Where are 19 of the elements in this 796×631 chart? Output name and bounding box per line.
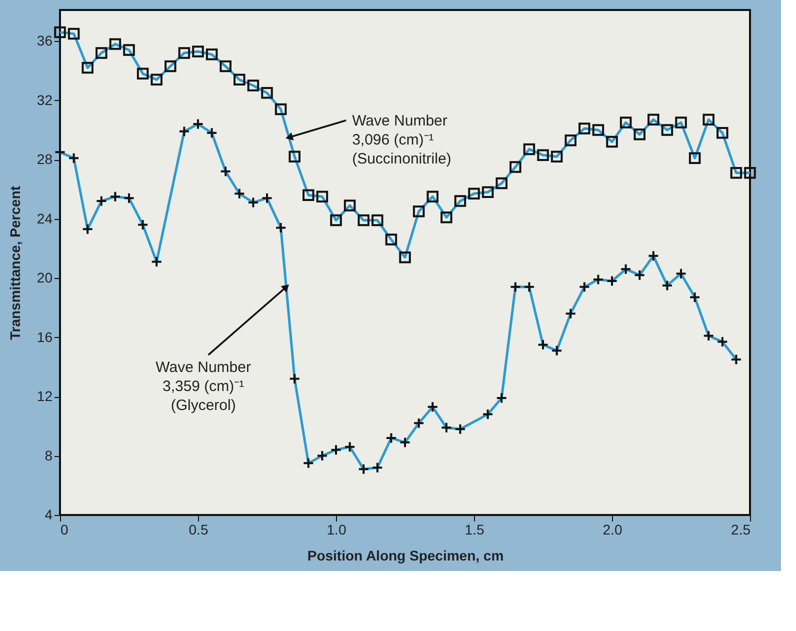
x-axis-title: Position Along Specimen, cm [307,548,504,564]
annotation: Wave Number 3,359 (cm)⁻¹ (Glycerol) [156,358,251,414]
y-tick-label: 12 [36,388,53,404]
annotation: Wave Number 3,096 (cm)⁻¹ (Succinonitrile) [352,112,452,168]
x-tick-label: 0.5 [188,522,208,538]
y-tick-label: 28 [36,151,53,168]
x-tick-label: 0 [60,522,68,538]
x-tick-label: 2.0 [602,522,622,538]
y-axis-title: Transmittance, Percent [6,186,23,340]
y-tick-label: 24 [36,210,53,226]
y-tick-label: 4 [44,506,53,522]
y-tick-label: 20 [36,270,53,286]
x-tick-label: 1.5 [464,522,484,538]
y-tick-label: 32 [36,92,53,108]
x-tick-label: 1.0 [326,522,346,538]
y-tick-label: 36 [36,32,53,49]
y-tick-label: 16 [36,328,53,345]
x-tick-label: 2.5 [731,522,751,538]
y-tick-label: 8 [44,447,53,464]
